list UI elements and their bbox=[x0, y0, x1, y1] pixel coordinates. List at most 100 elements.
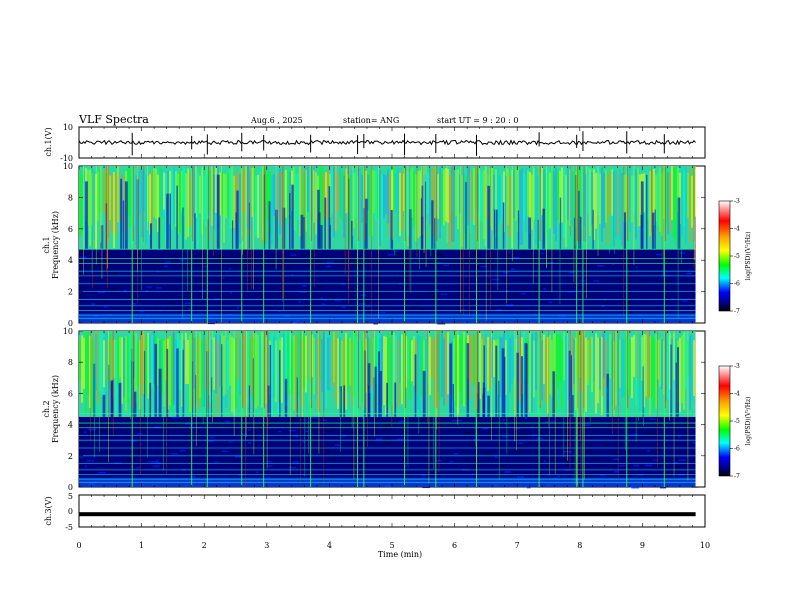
spectral-dip bbox=[449, 343, 453, 417]
noise-speck bbox=[140, 447, 143, 450]
noise-speck bbox=[93, 437, 96, 440]
noise-speck bbox=[495, 309, 503, 311]
spectral-texture bbox=[557, 171, 559, 221]
spectral-texture bbox=[685, 332, 687, 389]
noise-speck bbox=[163, 265, 168, 268]
spectral-texture bbox=[265, 337, 267, 404]
noise-speck bbox=[376, 438, 383, 440]
noise-speck bbox=[186, 265, 193, 268]
spectral-texture bbox=[359, 168, 361, 249]
noise-speck bbox=[155, 460, 159, 462]
noise-speck bbox=[258, 268, 261, 270]
spectral-texture bbox=[271, 175, 273, 245]
spectral-texture bbox=[413, 336, 415, 386]
spectral-texture bbox=[295, 174, 297, 233]
spectral-texture bbox=[297, 331, 299, 398]
spectral-texture bbox=[567, 332, 569, 401]
spectral-texture bbox=[637, 168, 639, 227]
spectral-dip bbox=[642, 366, 644, 417]
spectral-dip bbox=[221, 344, 223, 417]
spectral-dip bbox=[303, 216, 305, 250]
noise-speck bbox=[328, 295, 337, 297]
spectral-dip bbox=[495, 209, 498, 250]
spectral-texture bbox=[115, 174, 117, 236]
spectral-texture bbox=[639, 333, 641, 411]
noise-speck bbox=[512, 293, 519, 296]
spectral-dip bbox=[654, 209, 656, 250]
spectral-dip bbox=[216, 174, 220, 250]
spectral-texture bbox=[163, 340, 165, 407]
spectral-texture bbox=[151, 170, 153, 229]
noise-speck bbox=[639, 472, 642, 474]
spectral-texture bbox=[359, 339, 361, 407]
spectral-texture bbox=[459, 174, 461, 214]
noise-speck bbox=[536, 437, 544, 440]
spectral-texture bbox=[265, 167, 267, 245]
spectral-texture bbox=[535, 332, 537, 391]
spectral-texture bbox=[189, 172, 191, 227]
ch1-ytick-0: 0 bbox=[68, 319, 73, 328]
spectral-dip bbox=[677, 197, 681, 250]
spectral-dip bbox=[339, 386, 342, 417]
spectral-texture bbox=[309, 334, 311, 407]
date-label: Aug.6 , 2025 bbox=[250, 116, 303, 125]
ch3-waveform-frame bbox=[78, 494, 706, 528]
spectral-texture bbox=[83, 337, 85, 389]
spectral-texture bbox=[185, 173, 187, 240]
spectral-texture bbox=[261, 331, 263, 408]
ch2-ytick-8: 8 bbox=[68, 358, 73, 367]
noise-speck bbox=[281, 251, 285, 253]
spectral-texture bbox=[97, 171, 99, 221]
spectral-texture bbox=[523, 331, 525, 380]
spectral-texture bbox=[337, 338, 339, 409]
spectral-texture bbox=[103, 169, 105, 214]
noise-speck bbox=[603, 302, 610, 304]
noise-speck bbox=[100, 264, 109, 266]
ch1-waveform-spikes bbox=[131, 131, 665, 156]
spectral-texture bbox=[409, 337, 411, 400]
spectral-texture bbox=[469, 331, 471, 400]
noise-speck bbox=[131, 302, 137, 305]
spectral-texture bbox=[611, 340, 613, 406]
noise-speck bbox=[80, 457, 84, 459]
spectral-texture bbox=[149, 333, 151, 379]
noise-speck bbox=[171, 258, 177, 261]
spectral-texture bbox=[593, 331, 595, 382]
noise-speck bbox=[396, 251, 402, 254]
spectral-texture bbox=[105, 332, 107, 398]
spectral-texture bbox=[83, 170, 85, 231]
spectral-texture bbox=[223, 335, 225, 397]
spectral-texture bbox=[485, 333, 487, 398]
spectral-texture bbox=[403, 333, 405, 400]
spectral-texture bbox=[625, 336, 627, 398]
noise-speck bbox=[363, 300, 368, 302]
noise-speck bbox=[174, 423, 179, 425]
spectral-texture bbox=[327, 337, 329, 391]
noise-speck bbox=[167, 423, 175, 426]
low-band bbox=[79, 249, 696, 323]
ch1-xticks bbox=[78, 166, 706, 323]
noise-speck bbox=[214, 297, 221, 300]
spectral-texture bbox=[549, 172, 551, 229]
spectral-dip bbox=[367, 385, 370, 417]
spectral-texture bbox=[153, 331, 155, 384]
noise-speck bbox=[154, 257, 159, 259]
spectral-texture bbox=[383, 336, 385, 406]
spectral-dip bbox=[351, 220, 353, 250]
noise-speck bbox=[471, 274, 479, 276]
ch3v-ytick-top: 5 bbox=[68, 492, 73, 501]
spectral-texture bbox=[185, 332, 187, 385]
spectral-dip bbox=[390, 210, 394, 250]
spectral-texture bbox=[675, 167, 677, 246]
noise-speck bbox=[388, 254, 394, 256]
start-time-label: start UT = 9 : 20 : 0 bbox=[437, 116, 518, 125]
noise-speck bbox=[97, 291, 105, 294]
noise-speck bbox=[226, 449, 230, 451]
spectral-texture bbox=[171, 336, 173, 413]
spectral-texture bbox=[629, 166, 631, 233]
spectral-texture bbox=[115, 339, 117, 413]
spectral-texture bbox=[529, 172, 531, 234]
spectral-texture bbox=[441, 172, 443, 226]
spectral-texture bbox=[317, 338, 319, 411]
noise-speck bbox=[167, 443, 172, 445]
